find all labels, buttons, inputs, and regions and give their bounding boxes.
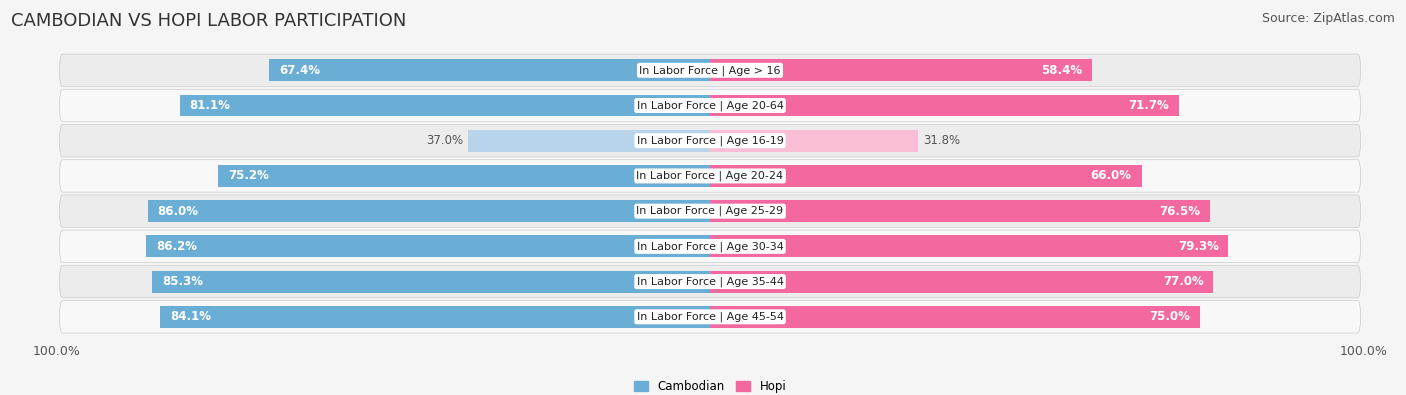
Text: 84.1%: 84.1% xyxy=(170,310,211,324)
Text: 66.0%: 66.0% xyxy=(1091,169,1132,182)
FancyBboxPatch shape xyxy=(59,265,1361,298)
Text: In Labor Force | Age 20-24: In Labor Force | Age 20-24 xyxy=(637,171,783,181)
Text: Source: ZipAtlas.com: Source: ZipAtlas.com xyxy=(1261,12,1395,25)
Text: 86.2%: 86.2% xyxy=(156,240,197,253)
Text: 58.4%: 58.4% xyxy=(1040,64,1083,77)
Text: In Labor Force | Age 25-29: In Labor Force | Age 25-29 xyxy=(637,206,783,216)
Text: 67.4%: 67.4% xyxy=(280,64,321,77)
Text: 81.1%: 81.1% xyxy=(190,99,231,112)
FancyBboxPatch shape xyxy=(59,160,1361,192)
Bar xyxy=(152,271,710,293)
FancyBboxPatch shape xyxy=(59,54,1361,87)
Text: 37.0%: 37.0% xyxy=(426,134,463,147)
Bar xyxy=(270,59,710,81)
Bar xyxy=(148,200,710,222)
Bar xyxy=(710,94,1178,117)
Text: In Labor Force | Age 16-19: In Labor Force | Age 16-19 xyxy=(637,135,783,146)
Text: 86.0%: 86.0% xyxy=(157,205,198,218)
Text: 76.5%: 76.5% xyxy=(1160,205,1201,218)
Text: In Labor Force | Age 20-64: In Labor Force | Age 20-64 xyxy=(637,100,783,111)
Text: In Labor Force | Age > 16: In Labor Force | Age > 16 xyxy=(640,65,780,75)
FancyBboxPatch shape xyxy=(59,230,1361,263)
Bar xyxy=(146,235,710,257)
Bar xyxy=(710,130,918,152)
Text: 75.2%: 75.2% xyxy=(228,169,269,182)
Text: CAMBODIAN VS HOPI LABOR PARTICIPATION: CAMBODIAN VS HOPI LABOR PARTICIPATION xyxy=(11,12,406,30)
Bar xyxy=(160,306,710,328)
Legend: Cambodian, Hopi: Cambodian, Hopi xyxy=(628,376,792,395)
Text: 79.3%: 79.3% xyxy=(1178,240,1219,253)
FancyBboxPatch shape xyxy=(59,124,1361,157)
Text: In Labor Force | Age 35-44: In Labor Force | Age 35-44 xyxy=(637,276,783,287)
Bar xyxy=(218,165,710,187)
Bar xyxy=(710,235,1229,257)
Text: 31.8%: 31.8% xyxy=(924,134,960,147)
FancyBboxPatch shape xyxy=(59,301,1361,333)
FancyBboxPatch shape xyxy=(59,89,1361,122)
Text: 75.0%: 75.0% xyxy=(1150,310,1191,324)
Bar xyxy=(710,59,1092,81)
Bar xyxy=(710,200,1211,222)
Bar xyxy=(710,271,1213,293)
Text: In Labor Force | Age 30-34: In Labor Force | Age 30-34 xyxy=(637,241,783,252)
Bar xyxy=(710,306,1201,328)
Bar xyxy=(180,94,710,117)
FancyBboxPatch shape xyxy=(59,195,1361,228)
Text: In Labor Force | Age 45-54: In Labor Force | Age 45-54 xyxy=(637,312,783,322)
Text: 77.0%: 77.0% xyxy=(1163,275,1204,288)
Bar xyxy=(710,165,1142,187)
Text: 85.3%: 85.3% xyxy=(162,275,202,288)
Text: 71.7%: 71.7% xyxy=(1128,99,1168,112)
Bar xyxy=(468,130,710,152)
